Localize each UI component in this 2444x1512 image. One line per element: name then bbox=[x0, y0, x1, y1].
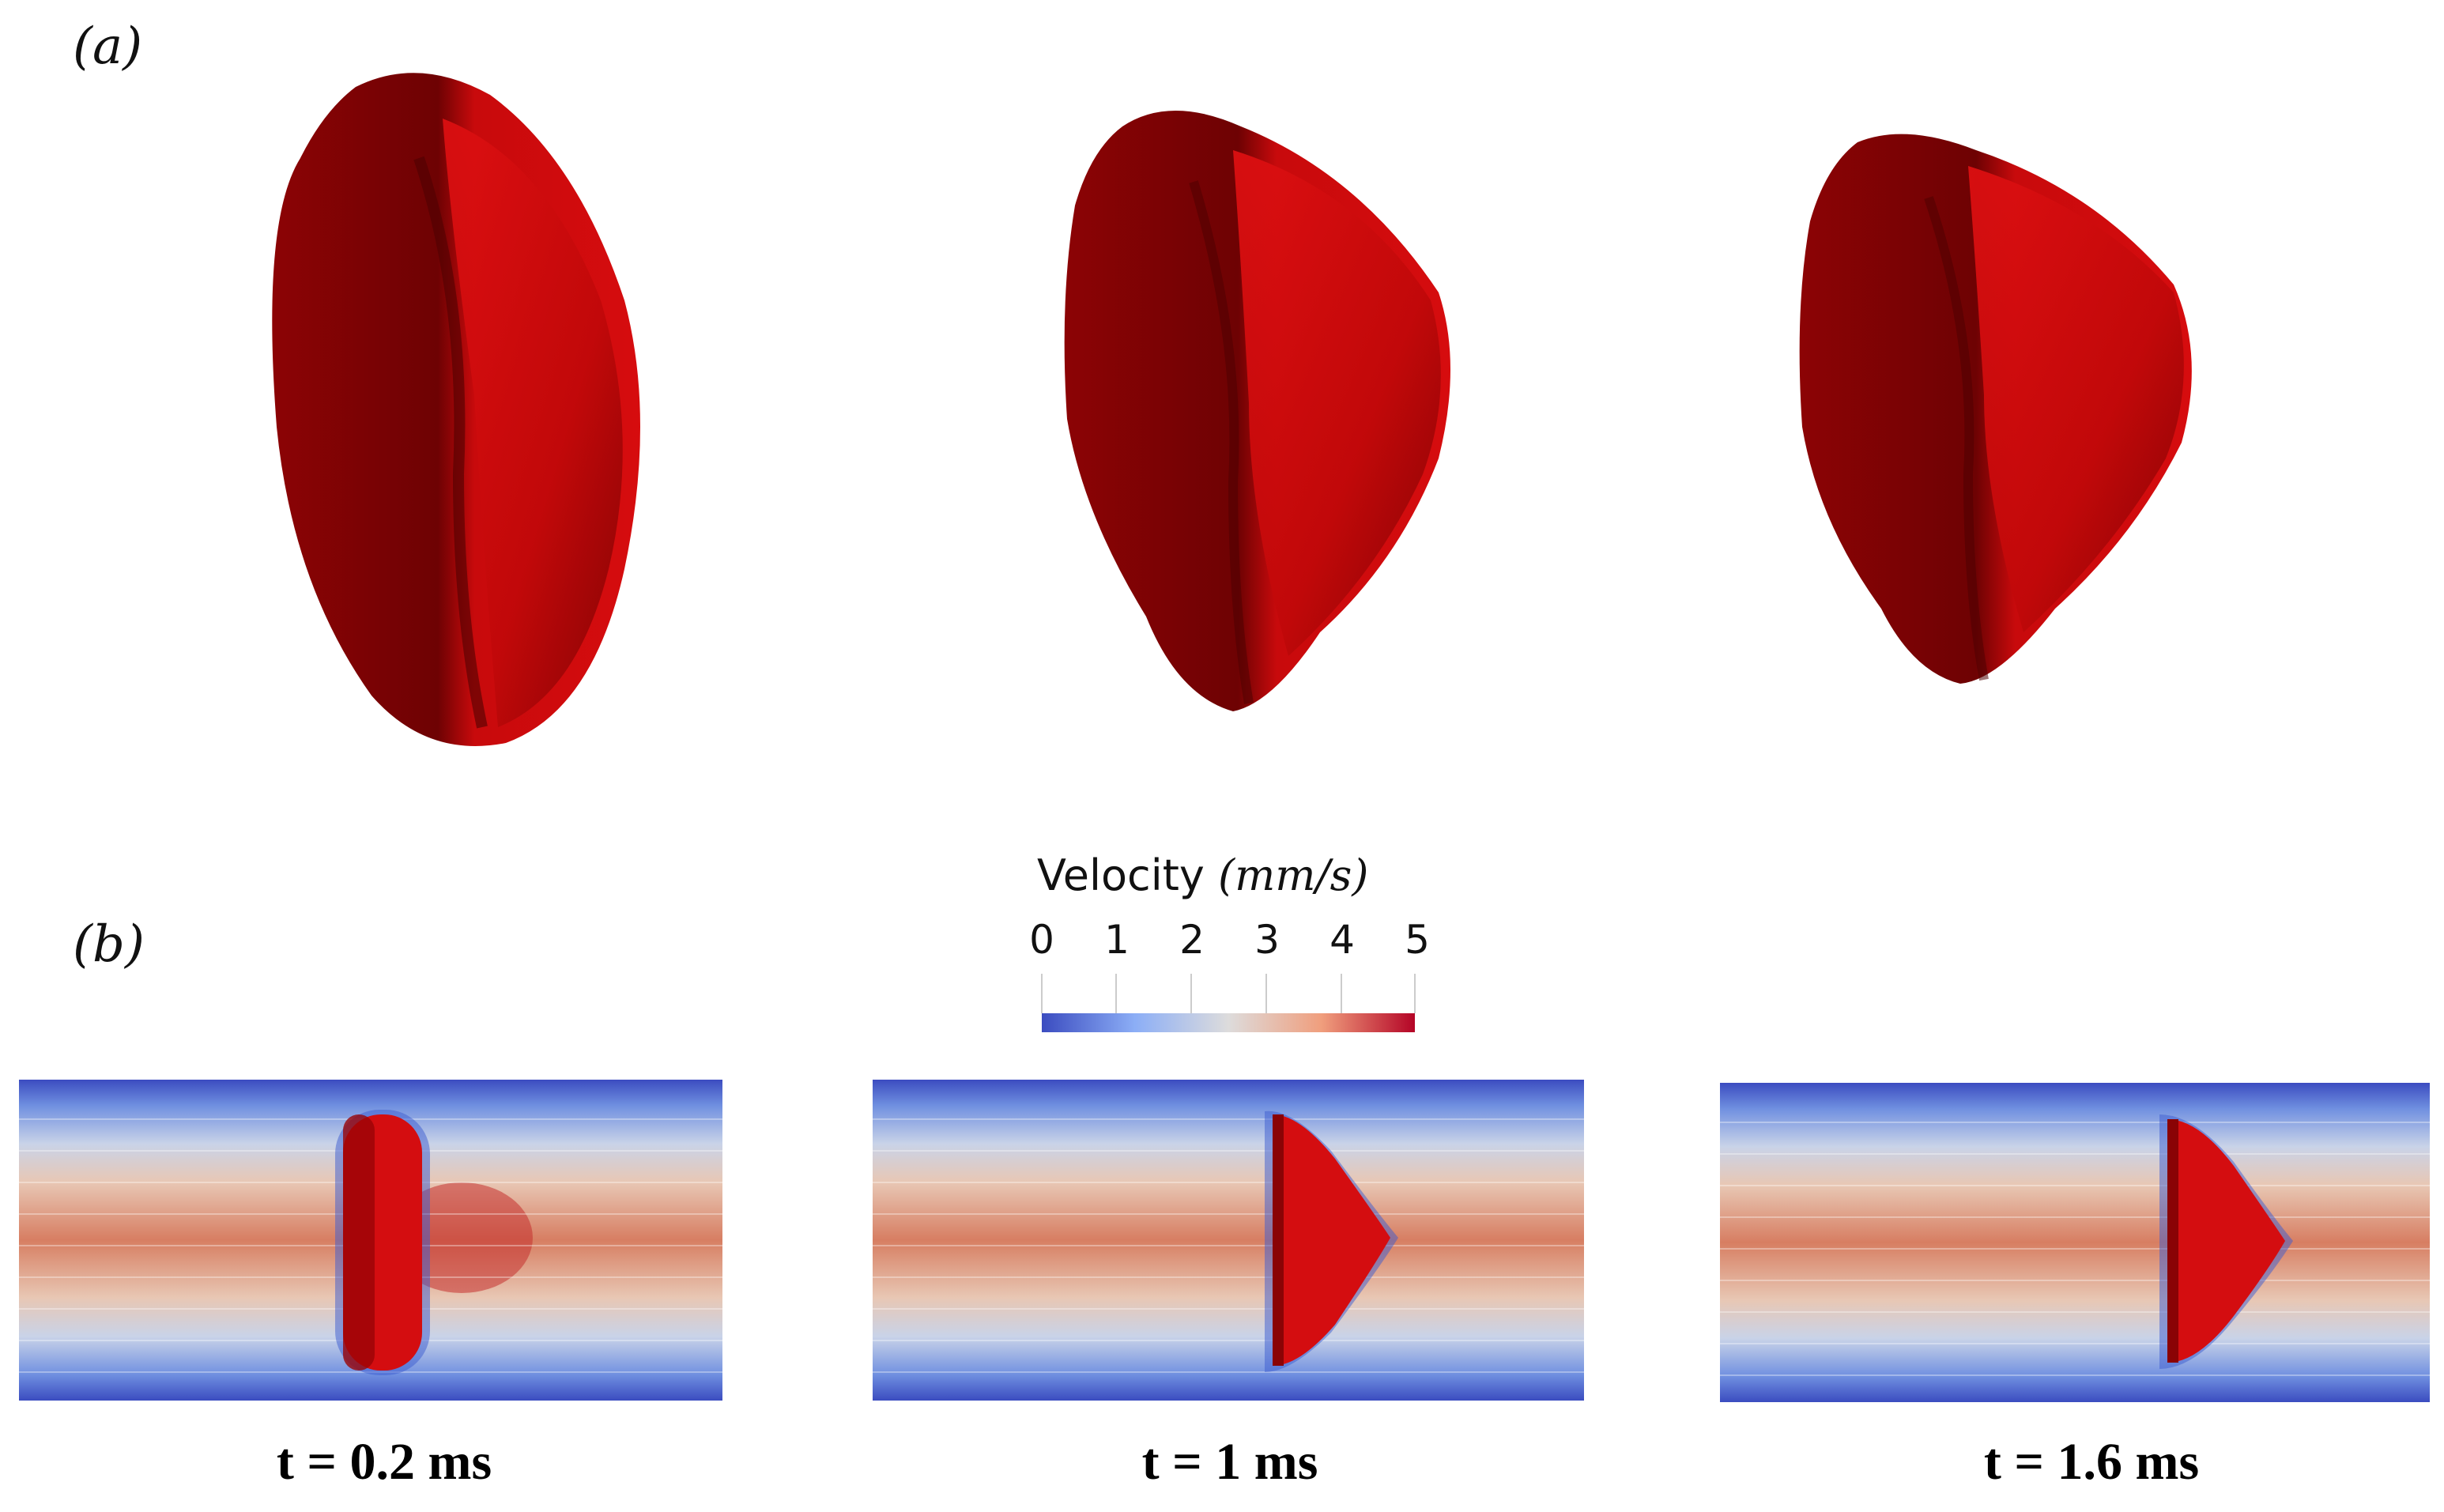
colorbar-unit: (mm/s) bbox=[1218, 850, 1369, 900]
colorbar-tick-0: 0 bbox=[1029, 917, 1054, 963]
colorbar-tick-5: 5 bbox=[1405, 917, 1430, 963]
time-caption-1: t = 0.2 ms bbox=[276, 1433, 492, 1491]
panel-a-label: (a) bbox=[73, 17, 143, 76]
colorbar-tick-2: 2 bbox=[1179, 917, 1205, 963]
flow-field-3 bbox=[1720, 1083, 2430, 1402]
rbc-3d-shape-2 bbox=[1064, 111, 1450, 711]
colorbar-title-text: Velocity bbox=[1037, 850, 1205, 900]
colorbar-tick-4: 4 bbox=[1329, 917, 1355, 963]
colorbar-tick-1: 1 bbox=[1104, 917, 1130, 963]
colorbar bbox=[1041, 974, 1416, 1032]
time-caption-2: t = 1 ms bbox=[1141, 1433, 1318, 1491]
time-caption-3: t = 1.6 ms bbox=[1983, 1433, 2200, 1491]
flow-field-2 bbox=[873, 1080, 1584, 1401]
colorbar-tick-3: 3 bbox=[1254, 917, 1280, 963]
colorbar-title: Velocity (mm/s) bbox=[1037, 850, 1368, 900]
flow-field-1 bbox=[19, 1080, 722, 1401]
rbc-3d-shape-1 bbox=[272, 73, 640, 746]
rbc-3d-shape-3 bbox=[1799, 134, 2192, 684]
panel-b-label: (b) bbox=[73, 915, 145, 974]
